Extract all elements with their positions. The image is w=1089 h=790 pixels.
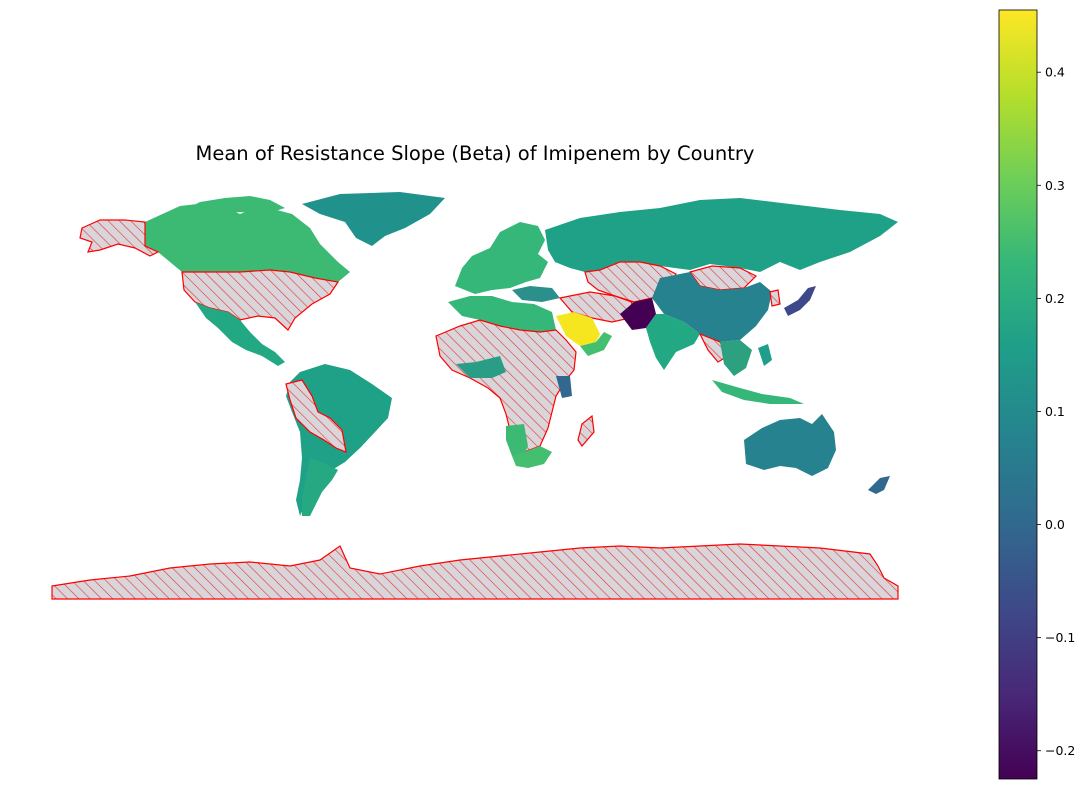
country-kenya bbox=[556, 376, 572, 398]
colorbar-tick-label: 0.1 bbox=[1045, 404, 1065, 419]
colorbar-tick-label: 0.2 bbox=[1045, 291, 1065, 306]
country-japan bbox=[784, 286, 816, 316]
colorbar-tick-label: −0.1 bbox=[1045, 630, 1075, 645]
country-indochina bbox=[720, 340, 752, 376]
country-new-zealand bbox=[868, 476, 890, 494]
country-mexico bbox=[195, 302, 285, 366]
country-argentina bbox=[302, 458, 338, 516]
country-greenland bbox=[302, 192, 445, 246]
country-india bbox=[646, 314, 700, 370]
colorbar-tick-label: 0.0 bbox=[1045, 517, 1065, 532]
country-canada bbox=[145, 202, 350, 282]
country-alaska bbox=[79, 219, 160, 257]
country-russia bbox=[545, 198, 898, 272]
country-turkey bbox=[512, 286, 560, 302]
country-madagascar bbox=[577, 414, 595, 447]
country-south-africa bbox=[512, 446, 552, 468]
colorbar-ticks: 0.4 0.3 0.2 0.1 0.0 −0.1 −0.2 bbox=[1037, 65, 1075, 758]
country-west-africa bbox=[456, 356, 506, 378]
colorbar-tick-label: 0.3 bbox=[1045, 178, 1065, 193]
country-philippines bbox=[758, 344, 772, 366]
country-north-africa bbox=[448, 296, 556, 332]
country-indonesia bbox=[712, 380, 804, 404]
country-korea-nodata bbox=[769, 289, 781, 307]
country-sea-nodata bbox=[698, 332, 729, 363]
country-oman bbox=[580, 332, 612, 356]
country-canada-islands bbox=[180, 196, 285, 214]
colorbar-tick-label: 0.4 bbox=[1045, 65, 1065, 80]
country-andean-nodata bbox=[285, 379, 347, 453]
colorbar-gradient bbox=[998, 9, 1038, 780]
country-pakistan bbox=[620, 298, 656, 330]
country-antarctica bbox=[51, 543, 899, 600]
country-china bbox=[652, 272, 772, 342]
country-australia bbox=[744, 414, 836, 476]
country-mongolia-nodata bbox=[689, 265, 758, 291]
country-africa-nodata bbox=[435, 319, 577, 453]
country-saudi-arabia bbox=[556, 312, 600, 346]
map-title: Mean of Resistance Slope (Beta) of Imipe… bbox=[195, 142, 755, 165]
colorbar-tick-label: −0.2 bbox=[1045, 743, 1075, 758]
country-europe bbox=[455, 222, 548, 294]
